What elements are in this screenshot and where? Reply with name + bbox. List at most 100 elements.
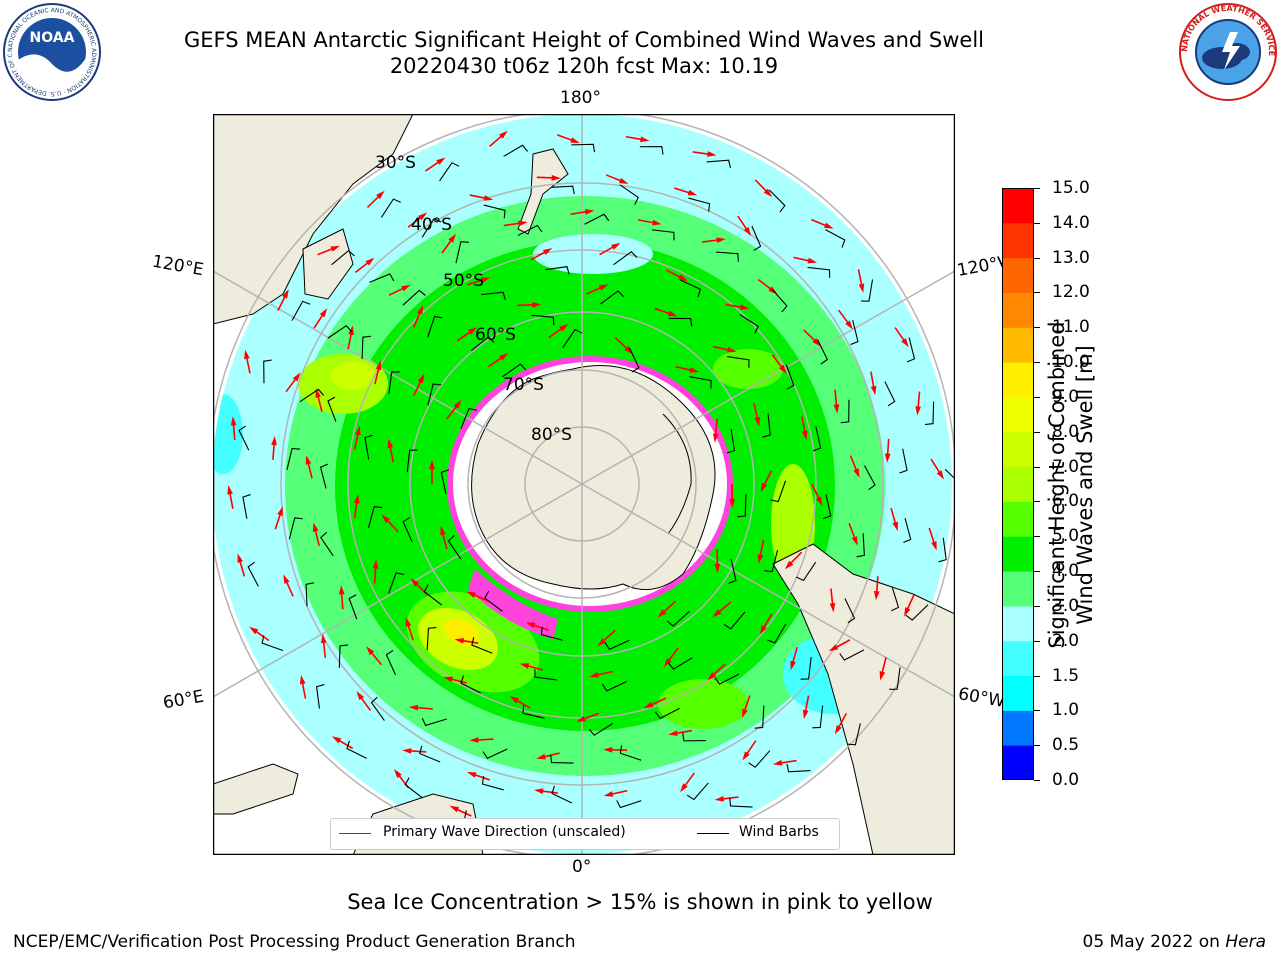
colorbar-tick-label: 5.0 [1052, 526, 1080, 547]
wind-barb [423, 584, 443, 606]
wave-direction-arrowhead [576, 715, 586, 722]
wave-direction-arrowhead [892, 521, 898, 532]
wave-direction-arrowhead [532, 301, 542, 308]
wave-direction-arrowhead [372, 559, 379, 569]
wind-barb [884, 381, 896, 407]
wave-direction-arrowhead [845, 320, 853, 330]
wave-direction-arrowhead [815, 496, 823, 506]
wind-barb [727, 355, 750, 368]
colorbar-tick-label: 2.0 [1052, 630, 1080, 651]
wave-direction-arrowhead [640, 136, 650, 143]
colorbar-segment [1002, 536, 1034, 572]
wave-direction-arrowhead [440, 525, 446, 536]
wind-barb [421, 218, 442, 238]
wave-direction-arrowhead [405, 617, 412, 627]
colorbar-tick-label: 14.0 [1052, 212, 1090, 233]
wind-barb [348, 594, 358, 620]
wave-direction-arrowhead [283, 574, 290, 584]
colorbar-segment [1002, 396, 1034, 433]
wind-barb [729, 797, 753, 808]
colorbar-tick-label: 1.5 [1052, 665, 1080, 686]
wave-direction-arrowhead [853, 468, 860, 478]
wave-direction-arrowhead [249, 626, 259, 635]
wave-direction-arrowhead [772, 760, 783, 766]
colorbar-tick-mark [1034, 640, 1040, 642]
wind-barb [238, 425, 250, 451]
wind-barb [686, 782, 709, 801]
lat-label-80s: 80°S [531, 425, 572, 445]
colorbar-segment [1002, 327, 1034, 363]
wave-direction-arrowhead [292, 372, 301, 382]
wave-direction-arrowhead [466, 591, 476, 598]
wind-barb [655, 707, 680, 720]
colorbar-segment [1002, 501, 1034, 537]
colorbar-tick-mark [1034, 431, 1040, 433]
colorbar [1002, 188, 1034, 780]
wave-direction-arrowhead [603, 791, 614, 797]
wind-barb [726, 428, 736, 454]
wind-barb [346, 740, 367, 759]
wind-barb [388, 572, 405, 594]
wind-barb [522, 705, 545, 719]
wind-barb [427, 383, 442, 406]
wave-direction-arrowhead [707, 672, 717, 681]
wind-barb [502, 363, 527, 378]
chart-title: GEFS MEAN Antarctic Significant Height o… [183, 28, 985, 52]
wind-barb [320, 531, 334, 557]
date-stamp: 05 May 2022 on Hera [1083, 932, 1267, 952]
vector-layer [227, 130, 955, 849]
wave-direction-swatch [339, 833, 371, 834]
wind-barb [925, 401, 935, 426]
wind-barb [850, 320, 859, 346]
lat-label-30s: 30°S [375, 153, 416, 173]
wind-barb [899, 448, 908, 474]
wave-direction-arrowhead [589, 672, 599, 678]
wave-direction-arrowhead [790, 660, 796, 671]
wind-barb [770, 480, 787, 503]
wind-barb [800, 657, 812, 680]
wave-direction-arrowhead [663, 657, 672, 667]
wind-barb-swatch [697, 833, 729, 834]
wind-barb [616, 800, 642, 809]
colorbar-tick-mark [1034, 675, 1040, 677]
lon-label-60e: 60°E [161, 686, 206, 714]
wave-direction-arrowhead [714, 795, 724, 802]
wave-direction-arrowhead [833, 404, 840, 414]
wave-direction-arrowhead [603, 746, 613, 753]
wind-barb [369, 273, 395, 283]
wave-direction-arrowhead [416, 305, 424, 315]
colorbar-tick-mark [1034, 780, 1040, 781]
wave-direction-arrowhead [551, 175, 561, 181]
wind-barb [550, 754, 574, 764]
wave-direction-arrowhead [763, 188, 773, 198]
wave-direction-arrowhead [387, 438, 394, 449]
colorbar-tick-mark [1034, 396, 1040, 398]
colorbar-tick-mark [1034, 362, 1040, 364]
colorbar-tick-label: 8.0 [1052, 421, 1080, 442]
wave-direction-arrowhead [618, 177, 629, 184]
wind-barb [680, 279, 702, 298]
wind-barb [812, 705, 824, 729]
wave-direction-arrowhead [319, 308, 328, 318]
wind-barb [840, 399, 850, 424]
wind-barb [286, 447, 301, 470]
wind-barb [723, 611, 746, 630]
wind-barb [619, 184, 639, 205]
date-text: 05 May 2022 on [1082, 932, 1226, 952]
wave-direction-arrowhead [873, 590, 880, 601]
colorbar-label: Significant Height of Combined Wind Wave… [1043, 265, 1113, 705]
wind-barb [891, 586, 900, 612]
wave-direction-arrowhead [931, 541, 937, 551]
wave-direction-arrowhead [410, 578, 420, 587]
wave-direction-arrowhead [417, 373, 425, 384]
wave-direction-arrowhead [244, 349, 250, 360]
legend-wind-barbs: Wind Barbs [739, 824, 819, 840]
wind-barb [619, 745, 642, 761]
wave-direction-arrowhead [870, 385, 877, 396]
wave-direction-arrowhead [483, 195, 494, 201]
wave-direction-arrowhead [801, 430, 808, 441]
wind-barb [460, 407, 477, 430]
wave-direction-arrowhead [829, 603, 836, 613]
wind-barb [299, 388, 325, 403]
wave-direction-arrowhead [570, 137, 580, 144]
